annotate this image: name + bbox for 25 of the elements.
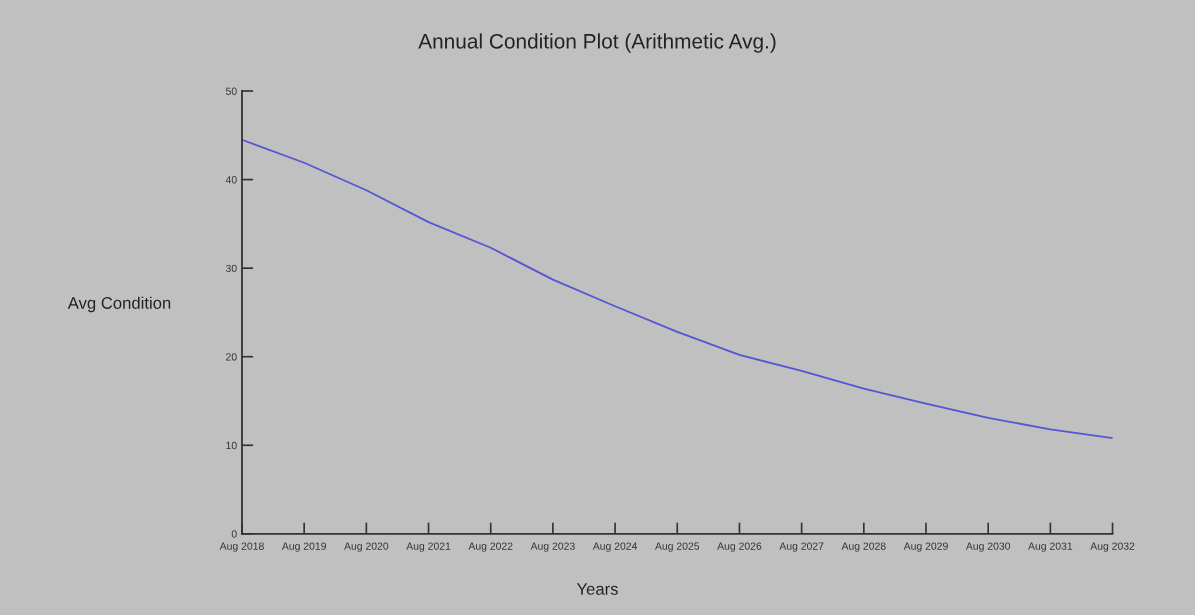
x-tick-label: Aug 2019 [281,542,326,552]
chart-title: Annual Condition Plot (Arithmetic Avg.) [418,33,776,53]
x-tick-label: Aug 2018 [219,542,264,552]
x-tick-label: Aug 2020 [344,542,389,552]
y-axis-title: Avg Condition [67,296,171,313]
y-tick-label: 40 [225,176,237,184]
x-axis-title: Years [576,583,618,595]
x-tick-label: Aug 2029 [903,542,948,552]
x-tick-label: Aug 2023 [530,542,575,552]
x-tick-label: Aug 2022 [468,542,513,552]
x-tick-label: Aug 2021 [406,542,451,552]
x-tick-label: Aug 2032 [1090,542,1135,552]
x-tick-label: Aug 2028 [841,542,886,552]
x-tick-label: Aug 2025 [654,542,700,552]
y-tick-label: 30 [225,264,237,273]
x-tick-label: Aug 2031 [1028,542,1073,552]
x-tick-label: Aug 2026 [717,542,762,552]
line-series [241,138,1113,440]
x-tick-label: Aug 2024 [592,542,638,552]
y-tick-label: 0 [231,530,237,538]
x-tick-label: Aug 2027 [779,542,824,552]
y-tick-label: 50 [225,87,237,95]
y-tick-label: 10 [226,441,237,450]
y-tick-label: 20 [226,353,237,361]
x-tick-label: Aug 2030 [965,542,1011,552]
